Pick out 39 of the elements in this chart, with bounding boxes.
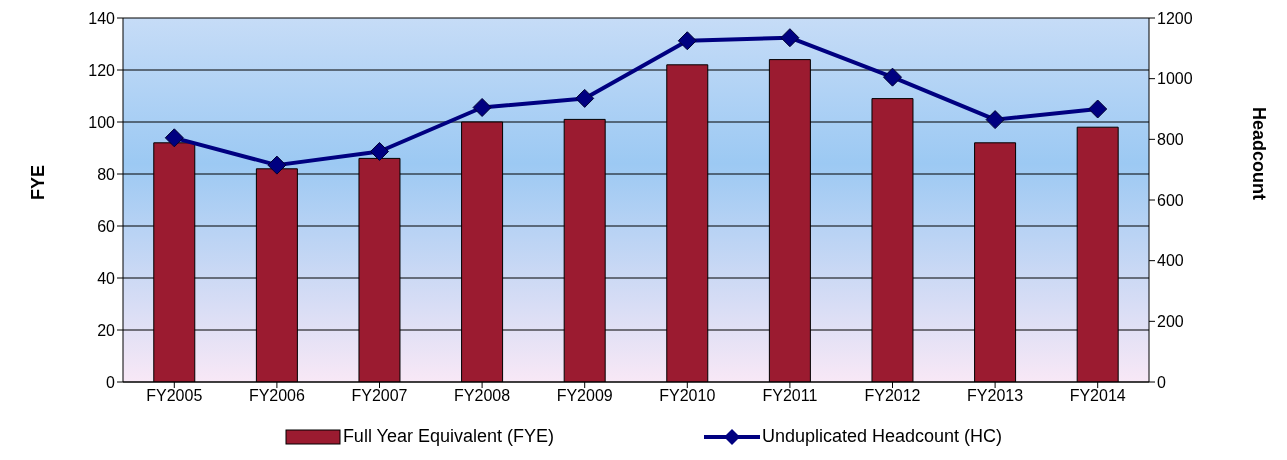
y-tick-label: 80 [97,165,116,183]
point [164,128,184,148]
y2-tick-label: 1200 [1157,9,1193,27]
x-tick-label: FY2010 [659,387,716,405]
y-tick-label: 120 [88,61,116,79]
y2-tick-label: 600 [1157,191,1184,209]
point [883,67,902,87]
y-tick-label: 100 [88,113,116,131]
point [575,88,595,108]
x-tick-label: FY2009 [556,387,613,405]
point [985,110,1005,130]
y-tick-label: 40 [97,269,116,287]
y2-axis-title: Headcount [1248,106,1269,200]
y2-tick-label: 200 [1157,313,1184,331]
y-tick-label: 20 [97,321,116,339]
x-tick-label: FY2005 [146,387,203,405]
x-tick-label: FY2013 [967,387,1024,405]
point [1088,99,1108,119]
point [780,28,800,48]
y-tick-label: 140 [88,9,116,27]
x-tick-label: FY2014 [1069,387,1126,405]
y2-tick-label: 0 [1157,373,1166,391]
x-tick-label: FY2008 [454,387,511,405]
x-tick-label: FY2007 [351,387,408,405]
y2-tick-label: 800 [1157,131,1184,149]
y-tick-label: 0 [106,373,116,391]
x-tick-label: FY2006 [248,387,306,405]
point [677,31,697,51]
point [267,155,287,175]
legend-label: Full Year Equivalent (FYE) [341,426,554,447]
point [472,97,492,117]
y2-tick-label: 400 [1157,252,1184,270]
point [370,141,389,161]
y2-tick-label: 1000 [1157,70,1193,88]
x-tick-label: FY2011 [762,387,818,405]
y-tick-label: 60 [97,217,116,235]
y-axis-title: FYE [28,164,49,200]
x-tick-label: FY2012 [864,387,921,405]
legend-label: Unduplicated Headcount (HC) [761,426,1003,447]
